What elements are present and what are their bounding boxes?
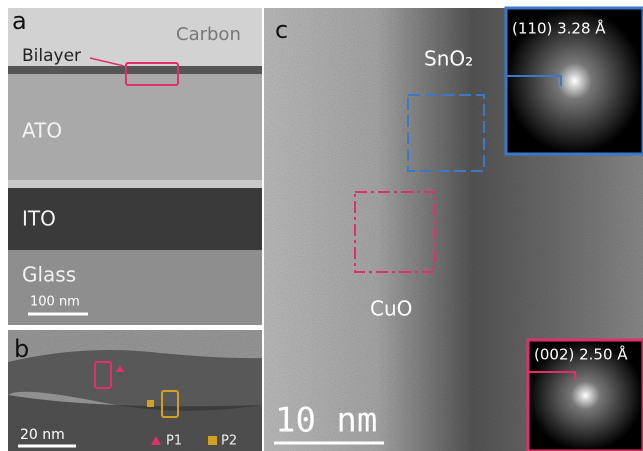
panel-c: c SnO₂ CuO (110) 3.28 Å (002) 2.50 Å 10 … — [264, 6, 643, 451]
ito-layer — [8, 188, 262, 250]
carbon-layer — [8, 8, 262, 68]
legend-label: P2 — [221, 434, 237, 449]
legend-marker — [151, 436, 161, 445]
scale-bar-label: 20 nm — [20, 427, 65, 443]
panel-label: b — [14, 335, 29, 363]
sno2-box — [407, 94, 485, 172]
ato-layer — [8, 74, 262, 180]
legend-label: P1 — [166, 434, 182, 449]
highlight-box — [125, 62, 179, 86]
phase-label: SnO₂ — [424, 47, 473, 71]
layer-label: ITO — [22, 207, 56, 231]
legend-marker — [208, 436, 217, 445]
fft-inset — [526, 338, 643, 451]
panel-b: b 20 nm P1 P2 — [8, 330, 262, 451]
bilayer — [8, 66, 262, 74]
layer-label: ATO — [22, 119, 62, 143]
fft-marker — [528, 371, 576, 380]
p2-box — [161, 390, 179, 418]
scale-bar-label: 10 nm — [275, 401, 377, 441]
layer-label: Glass — [22, 263, 76, 287]
fft-inset — [504, 6, 643, 156]
phase-label: CuO — [370, 297, 412, 321]
panel-label: a — [12, 7, 27, 35]
p2-marker — [147, 400, 154, 407]
p1-box — [94, 361, 112, 389]
scale-bar-label: 100 nm — [30, 295, 80, 310]
interface — [8, 180, 262, 188]
fft-label: (002) 2.50 Å — [534, 345, 628, 364]
label: Carbon — [176, 24, 241, 45]
label: Bilayer — [22, 46, 81, 66]
cuo-box — [354, 191, 436, 273]
panel-label: c — [275, 16, 288, 44]
panel-a: a Carbon Bilayer ATO ITO Glass 100 nm — [8, 7, 262, 325]
fft-marker — [506, 75, 562, 86]
p1-marker — [116, 365, 124, 372]
film — [8, 349, 262, 411]
fft-label: (110) 3.28 Å — [512, 19, 606, 38]
substrate — [8, 395, 262, 451]
arrow — [89, 57, 125, 67]
